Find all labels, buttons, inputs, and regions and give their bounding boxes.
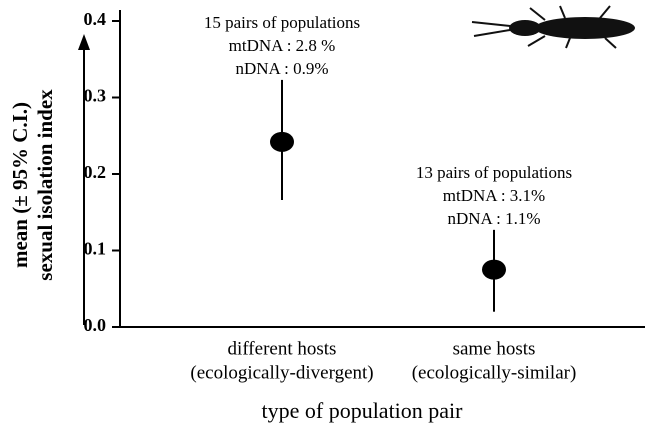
y-label: mean (± 95% C.I.) sexual isolation index: [8, 89, 57, 281]
y-tick-label: 0.3: [84, 86, 107, 106]
annotation: mtDNA : 3.1%: [443, 186, 545, 205]
y-tick-label: 0.1: [84, 239, 107, 259]
y-label-line: mean (± 95% C.I.): [8, 102, 32, 268]
x-label: type of population pair: [261, 398, 463, 423]
annotation: nDNA : 0.9%: [235, 59, 328, 78]
beetle-icon: [471, 5, 635, 49]
x-tick-label: same hosts: [453, 338, 536, 359]
annotation: nDNA : 1.1%: [447, 209, 540, 228]
y-tick-label: 0.2: [84, 162, 107, 182]
y-tick-label: 0.4: [84, 9, 107, 29]
x-tick-label: (ecologically-divergent): [190, 362, 373, 383]
y-tick-label: 0.0: [84, 315, 107, 335]
x-tick-label: different hosts: [228, 338, 337, 359]
annotation: 13 pairs of populations: [416, 163, 572, 182]
mean-point: [482, 259, 506, 280]
x-tick-label: (ecologically-similar): [412, 362, 577, 383]
annotation: 15 pairs of populations: [204, 13, 360, 32]
mean-point: [270, 131, 294, 152]
arrow-head: [78, 34, 90, 50]
annotation: mtDNA : 2.8 %: [229, 36, 336, 55]
y-label-line: sexual isolation index: [33, 89, 57, 281]
